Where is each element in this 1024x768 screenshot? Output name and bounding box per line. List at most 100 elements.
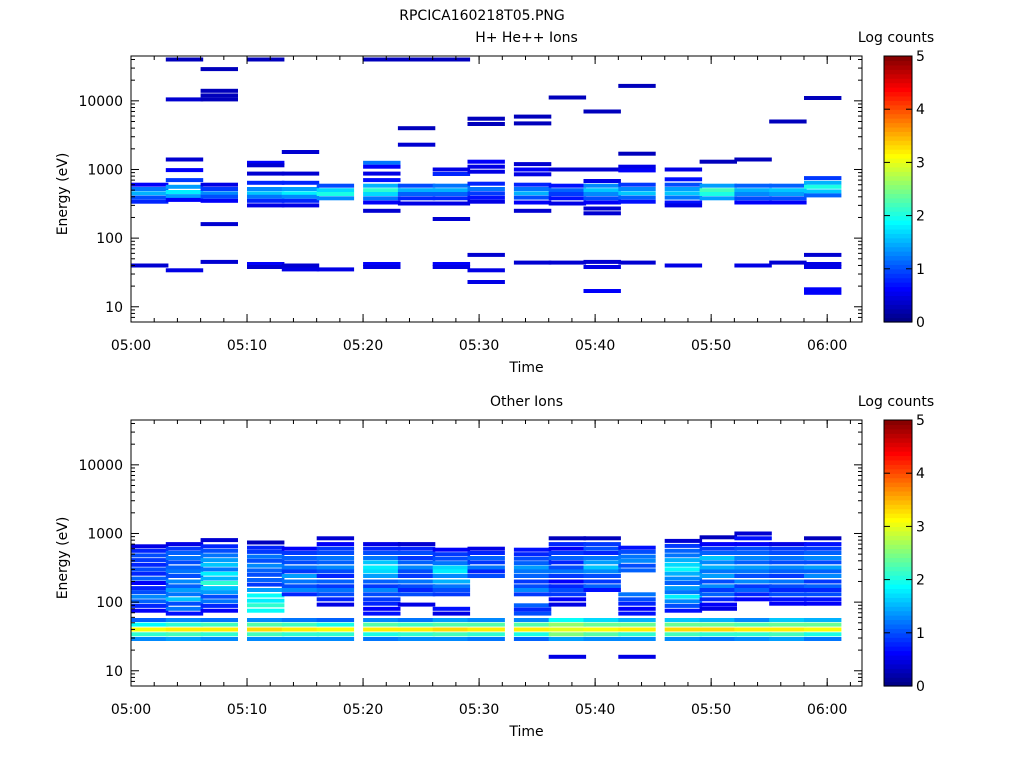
heatmap-cell — [200, 622, 238, 627]
heatmap-cell — [200, 590, 238, 595]
heatmap-cell — [467, 551, 505, 555]
heatmap-cell — [769, 260, 807, 265]
heatmap-cell — [664, 203, 703, 208]
colorbar-swatch — [884, 473, 912, 479]
heatmap-cell — [131, 627, 169, 632]
heatmap-cell — [769, 192, 807, 196]
heatmap-cell — [281, 180, 320, 185]
heatmap-cell — [548, 192, 587, 196]
colorbar-tick-label: 5 — [916, 413, 925, 429]
heatmap-cell — [165, 194, 204, 199]
colorbar-swatch — [884, 632, 912, 638]
colorbar-swatch — [884, 646, 912, 652]
heatmap-cell — [734, 531, 772, 536]
heatmap-cell — [281, 627, 320, 632]
heatmap-cell — [583, 560, 621, 565]
colorbar-swatch — [884, 171, 912, 177]
colorbar-swatch — [884, 317, 912, 323]
heatmap-cell — [432, 584, 471, 589]
colorbar-swatch — [884, 446, 912, 452]
heatmap-cell — [397, 57, 436, 62]
heatmap-cell — [165, 190, 204, 194]
heatmap-cell — [699, 622, 737, 627]
heatmap-cell — [664, 553, 703, 558]
colorbar-swatch — [884, 277, 912, 283]
heatmap-cell — [467, 122, 505, 126]
heatmap-cell — [618, 568, 656, 573]
colorbar-swatch — [884, 663, 912, 669]
heatmap-cell — [699, 574, 737, 578]
heatmap-cell — [467, 181, 505, 186]
heatmap-cell — [165, 197, 204, 202]
y-axis-label: Energy (eV) — [55, 517, 71, 600]
heatmap-cell — [664, 182, 703, 187]
heatmap-cell — [583, 637, 621, 641]
heatmap-cell — [618, 637, 656, 641]
y-tick-label: 100 — [96, 595, 123, 611]
heatmap-cell — [699, 632, 737, 637]
heatmap-cell — [432, 561, 471, 566]
heatmap-cell — [467, 556, 505, 560]
x-tick-label: 05:00 — [111, 338, 151, 354]
y-axis-label: Energy (eV) — [55, 153, 71, 236]
heatmap-cell — [548, 597, 587, 602]
heatmap-cell — [200, 67, 238, 72]
heatmap-cell — [618, 187, 656, 191]
heatmap-cell — [804, 290, 842, 295]
heatmap-cell — [131, 263, 169, 268]
colorbar-label: Log counts — [858, 30, 934, 46]
heatmap-cell — [734, 157, 772, 162]
colorbar-swatch — [884, 539, 912, 545]
heatmap-cell — [165, 168, 204, 173]
heatmap-cell — [397, 196, 436, 201]
heatmap-cell — [699, 188, 737, 193]
heatmap-cell — [664, 622, 703, 627]
heatmap-cell — [131, 571, 169, 576]
heatmap-cell — [281, 203, 320, 208]
heatmap-cell — [513, 556, 552, 561]
heatmap-cell — [548, 546, 587, 551]
colorbar-swatch — [884, 144, 912, 150]
heatmap-cell — [804, 592, 842, 597]
heatmap-cell — [804, 632, 842, 637]
heatmap-cell — [247, 163, 285, 168]
heatmap-cell — [247, 191, 285, 196]
heatmap-cell — [363, 200, 401, 205]
heatmap-cell — [316, 637, 355, 641]
heatmap-cell — [247, 572, 285, 577]
x-tick-label: 05:20 — [343, 702, 383, 718]
heatmap-cell — [131, 594, 169, 599]
heatmap-cell — [734, 196, 772, 201]
heatmap-cell — [664, 632, 703, 637]
heatmap-cell — [165, 556, 204, 560]
colorbar-swatch — [884, 109, 912, 115]
colorbar-swatch — [884, 113, 912, 119]
colorbar-swatch — [884, 553, 912, 559]
heatmap-cell — [734, 263, 772, 268]
heatmap-cell — [734, 637, 772, 641]
heatmap-cell — [769, 119, 807, 124]
heatmap-cell — [548, 637, 587, 641]
heatmap-cell — [618, 618, 656, 622]
heatmap-cell — [734, 627, 772, 632]
heatmap-cell — [281, 194, 320, 199]
heatmap-cell — [467, 191, 505, 196]
heatmap-cell — [769, 565, 807, 570]
heatmap-cell — [548, 579, 587, 584]
heatmap-cell — [247, 558, 285, 563]
heatmap-cell — [397, 584, 436, 589]
colorbar-swatch — [884, 486, 912, 492]
heatmap-cell — [247, 588, 285, 592]
heatmap-cell — [247, 608, 285, 613]
heatmap-cell — [165, 588, 204, 592]
heatmap-cell — [200, 553, 238, 558]
heatmap-cell — [316, 556, 355, 560]
heatmap-cell — [281, 150, 320, 154]
colorbar-swatch — [884, 681, 912, 687]
heatmap-cell — [363, 622, 401, 627]
heatmap-cell — [548, 584, 587, 589]
colorbar-swatch — [884, 508, 912, 514]
colorbar-swatch — [884, 157, 912, 163]
colorbar-swatch — [884, 592, 912, 598]
heatmap-cell — [804, 556, 842, 560]
